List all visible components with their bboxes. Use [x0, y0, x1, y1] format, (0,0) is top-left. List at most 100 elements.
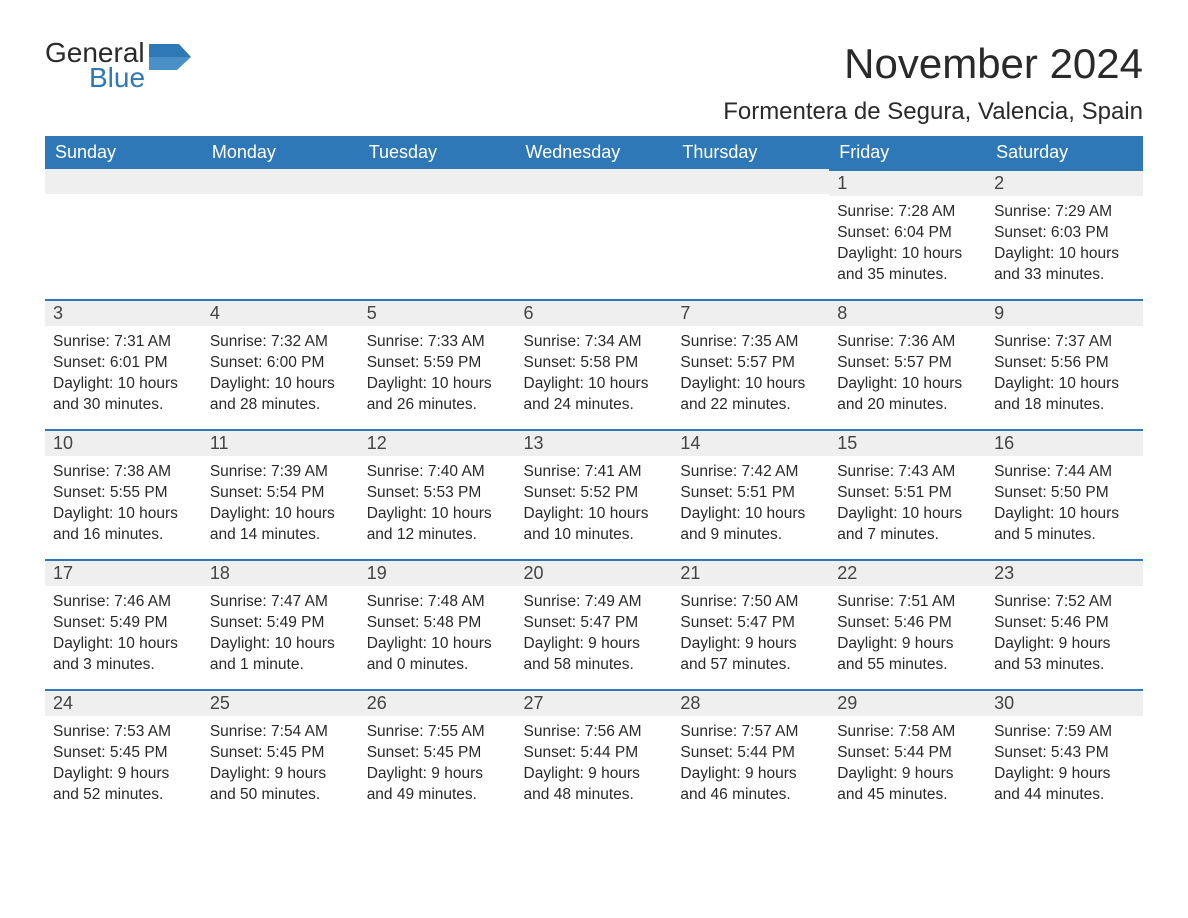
sunset-text: Sunset: 5:53 PM — [367, 483, 508, 504]
weekday-wednesday: Wednesday — [516, 136, 673, 169]
day-data: Sunrise: 7:54 AMSunset: 5:45 PMDaylight:… — [210, 722, 351, 806]
day-number: 29 — [829, 689, 986, 716]
daylight-text: Daylight: 10 hours and 28 minutes. — [210, 374, 351, 416]
daylight-text: Daylight: 10 hours and 1 minute. — [210, 634, 351, 676]
day-cell: 21Sunrise: 7:50 AMSunset: 5:47 PMDayligh… — [672, 559, 829, 689]
sunset-text: Sunset: 5:54 PM — [210, 483, 351, 504]
day-data: Sunrise: 7:33 AMSunset: 5:59 PMDaylight:… — [367, 332, 508, 416]
calendar-body: 1Sunrise: 7:28 AMSunset: 6:04 PMDaylight… — [45, 169, 1143, 819]
day-cell: 30Sunrise: 7:59 AMSunset: 5:43 PMDayligh… — [986, 689, 1143, 819]
day-cell: 9 Sunrise: 7:37 AMSunset: 5:56 PMDaylight… — [986, 299, 1143, 429]
sunrise-text: Sunrise: 7:54 AM — [210, 722, 351, 743]
day-number: 22 — [829, 559, 986, 586]
daylight-text: Daylight: 10 hours and 3 minutes. — [53, 634, 194, 676]
day-cell: 15Sunrise: 7:43 AMSunset: 5:51 PMDayligh… — [829, 429, 986, 559]
day-cell: 25 Sunrise: 7:54 AMSunset: 5:45 PMDayligh… — [202, 689, 359, 819]
sunset-text: Sunset: 5:45 PM — [53, 743, 194, 764]
sunset-text: Sunset: 5:51 PM — [837, 483, 978, 504]
sunrise-text: Sunrise: 7:41 AM — [524, 462, 665, 483]
month-title: November 2024 — [723, 40, 1143, 88]
logo-word-2: Blue — [89, 62, 145, 93]
daylight-text: Daylight: 9 hours and 44 minutes. — [994, 764, 1135, 806]
sunrise-text: Sunrise: 7:33 AM — [367, 332, 508, 353]
day-cell: 22Sunrise: 7:51 AMSunset: 5:46 PMDayligh… — [829, 559, 986, 689]
day-cell: 29Sunrise: 7:58 AMSunset: 5:44 PMDayligh… — [829, 689, 986, 819]
daylight-text: Daylight: 9 hours and 49 minutes. — [367, 764, 508, 806]
day-number: 11 — [202, 429, 359, 456]
sunset-text: Sunset: 5:55 PM — [53, 483, 194, 504]
day-data: Sunrise: 7:32 AMSunset: 6:00 PMDaylight:… — [210, 332, 351, 416]
sunset-text: Sunset: 5:44 PM — [837, 743, 978, 764]
day-cell: 10Sunrise: 7:38 AMSunset: 5:55 PMDayligh… — [45, 429, 202, 559]
day-cell: 27Sunrise: 7:56 AMSunset: 5:44 PMDayligh… — [516, 689, 673, 819]
day-number: 23 — [986, 559, 1143, 586]
day-data: Sunrise: 7:37 AMSunset: 5:56 PMDaylight:… — [994, 332, 1135, 416]
day-number: 2 — [986, 169, 1143, 196]
sunrise-text: Sunrise: 7:39 AM — [210, 462, 351, 483]
day-data: Sunrise: 7:43 AMSunset: 5:51 PMDaylight:… — [837, 462, 978, 546]
sunset-text: Sunset: 5:45 PM — [210, 743, 351, 764]
daylight-text: Daylight: 10 hours and 7 minutes. — [837, 504, 978, 546]
sunset-text: Sunset: 5:57 PM — [680, 353, 821, 374]
day-cell: 16Sunrise: 7:44 AMSunset: 5:50 PMDayligh… — [986, 429, 1143, 559]
weekday-saturday: Saturday — [986, 136, 1143, 169]
sunset-text: Sunset: 5:52 PM — [524, 483, 665, 504]
day-data: Sunrise: 7:46 AMSunset: 5:49 PMDaylight:… — [53, 592, 194, 676]
day-cell: 17 Sunrise: 7:46 AMSunset: 5:49 PMDayligh… — [45, 559, 202, 689]
sunset-text: Sunset: 5:44 PM — [524, 743, 665, 764]
day-cell: 12Sunrise: 7:40 AMSunset: 5:53 PMDayligh… — [359, 429, 516, 559]
week-row: 24Sunrise: 7:53 AMSunset: 5:45 PMDayligh… — [45, 689, 1143, 819]
day-cell: 7Sunrise: 7:35 AMSunset: 5:57 PMDaylight… — [672, 299, 829, 429]
day-number: 7 — [672, 299, 829, 326]
day-number: 25 — [202, 689, 359, 716]
daylight-text: Daylight: 9 hours and 45 minutes. — [837, 764, 978, 806]
empty-day — [45, 169, 202, 194]
sunset-text: Sunset: 5:44 PM — [680, 743, 821, 764]
day-number: 12 — [359, 429, 516, 456]
day-number: 9 — [986, 299, 1143, 326]
day-cell: 8Sunrise: 7:36 AMSunset: 5:57 PMDaylight… — [829, 299, 986, 429]
day-number: 8 — [829, 299, 986, 326]
day-data: Sunrise: 7:52 AMSunset: 5:46 PMDaylight:… — [994, 592, 1135, 676]
logo: General Blue — [45, 40, 191, 90]
day-cell: 23 Sunrise: 7:52 AMSunset: 5:46 PMDayligh… — [986, 559, 1143, 689]
day-cell: 1Sunrise: 7:28 AMSunset: 6:04 PMDaylight… — [829, 169, 986, 299]
day-data: Sunrise: 7:47 AMSunset: 5:49 PMDaylight:… — [210, 592, 351, 676]
daylight-text: Daylight: 10 hours and 18 minutes. — [994, 374, 1135, 416]
day-cell: 2Sunrise: 7:29 AMSunset: 6:03 PMDaylight… — [986, 169, 1143, 299]
day-cell — [359, 169, 516, 299]
daylight-text: Daylight: 10 hours and 33 minutes. — [994, 244, 1135, 286]
day-number: 17 — [45, 559, 202, 586]
day-cell — [45, 169, 202, 299]
day-number: 21 — [672, 559, 829, 586]
daylight-text: Daylight: 10 hours and 9 minutes. — [680, 504, 821, 546]
week-row: 3Sunrise: 7:31 AMSunset: 6:01 PMDaylight… — [45, 299, 1143, 429]
daylight-text: Daylight: 10 hours and 22 minutes. — [680, 374, 821, 416]
weekday-thursday: Thursday — [672, 136, 829, 169]
day-cell: 20Sunrise: 7:49 AMSunset: 5:47 PMDayligh… — [516, 559, 673, 689]
weekday-row: SundayMondayTuesdayWednesdayThursdayFrid… — [45, 136, 1143, 169]
day-data: Sunrise: 7:39 AMSunset: 5:54 PMDaylight:… — [210, 462, 351, 546]
sunrise-text: Sunrise: 7:38 AM — [53, 462, 194, 483]
day-data: Sunrise: 7:53 AMSunset: 5:45 PMDaylight:… — [53, 722, 194, 806]
weekday-sunday: Sunday — [45, 136, 202, 169]
header: General Blue November 2024 Formentera de… — [45, 40, 1143, 126]
day-data: Sunrise: 7:56 AMSunset: 5:44 PMDaylight:… — [524, 722, 665, 806]
sunrise-text: Sunrise: 7:43 AM — [837, 462, 978, 483]
daylight-text: Daylight: 10 hours and 30 minutes. — [53, 374, 194, 416]
day-number: 18 — [202, 559, 359, 586]
sunrise-text: Sunrise: 7:56 AM — [524, 722, 665, 743]
sunset-text: Sunset: 5:43 PM — [994, 743, 1135, 764]
sunrise-text: Sunrise: 7:50 AM — [680, 592, 821, 613]
sunset-text: Sunset: 5:47 PM — [680, 613, 821, 634]
day-cell: 28Sunrise: 7:57 AMSunset: 5:44 PMDayligh… — [672, 689, 829, 819]
daylight-text: Daylight: 9 hours and 46 minutes. — [680, 764, 821, 806]
sunset-text: Sunset: 5:49 PM — [210, 613, 351, 634]
day-data: Sunrise: 7:38 AMSunset: 5:55 PMDaylight:… — [53, 462, 194, 546]
daylight-text: Daylight: 9 hours and 50 minutes. — [210, 764, 351, 806]
day-data: Sunrise: 7:48 AMSunset: 5:48 PMDaylight:… — [367, 592, 508, 676]
day-number: 5 — [359, 299, 516, 326]
daylight-text: Daylight: 9 hours and 55 minutes. — [837, 634, 978, 676]
sunrise-text: Sunrise: 7:47 AM — [210, 592, 351, 613]
day-number: 16 — [986, 429, 1143, 456]
